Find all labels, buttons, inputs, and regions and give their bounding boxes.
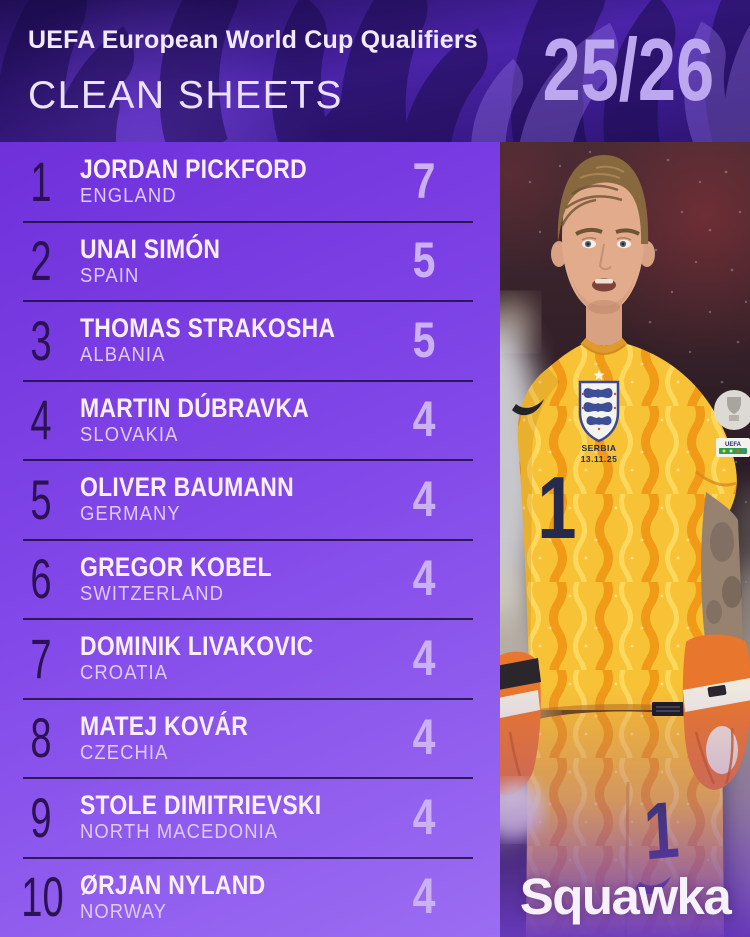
clean-sheet-count: 5	[412, 232, 436, 289]
rank-number: 9	[30, 785, 52, 849]
player-country: SPAIN	[80, 264, 140, 287]
clean-sheets-table: 1 JORDAN PICKFORD ENGLAND 7 2 UNAI SIMÓN…	[0, 142, 500, 937]
rank-number: 4	[30, 388, 52, 452]
row-divider	[23, 220, 473, 223]
player-country: GERMANY	[80, 503, 181, 526]
player-name: JORDAN PICKFORD	[80, 154, 307, 185]
jersey-number: 1	[537, 458, 576, 556]
rank-number: 6	[30, 547, 52, 611]
rank-number: 2	[30, 229, 52, 293]
player-country: SWITZERLAND	[80, 582, 225, 605]
svg-text:UEFA: UEFA	[725, 442, 742, 448]
tattooed-forearm	[701, 492, 743, 652]
goalkeeper-figure	[551, 155, 655, 356]
player-country: CROATIA	[80, 662, 169, 685]
clean-sheet-count: 4	[412, 868, 436, 925]
clean-sheet-count: 4	[412, 788, 436, 845]
shirt-match-label: SERBIA	[581, 443, 616, 453]
rank-number: 10	[21, 865, 64, 929]
goalkeeper-jersey: SERBIA 13.11.25 1 UEFA	[512, 337, 750, 710]
table-row: 3 THOMAS STRAKOSHA ALBANIA 5	[0, 300, 500, 381]
clean-sheet-count: 7	[412, 152, 436, 209]
table-row: 1 JORDAN PICKFORD ENGLAND 7	[0, 142, 500, 222]
row-divider	[23, 300, 473, 302]
row-divider	[23, 538, 473, 541]
table-row: 8 MATEJ KOVÁR CZECHIA 4	[0, 697, 500, 779]
row-divider	[23, 856, 473, 859]
row-divider	[23, 777, 473, 779]
table-row: 4 MARTIN DÚBRAVKA SLOVAKIA 4	[0, 379, 500, 461]
player-name: UNAI SIMÓN	[80, 233, 221, 264]
player-name: THOMAS STRAKOSHA	[80, 313, 336, 344]
page-title: CLEAN SHEETS	[28, 74, 343, 117]
player-name: OLIVER BAUMANN	[80, 472, 294, 503]
table-row: 2 UNAI SIMÓN SPAIN 5	[0, 220, 500, 302]
competition-label: UEFA European World Cup Qualifiers	[28, 26, 478, 54]
rank-number: 8	[30, 706, 52, 770]
goalkeeper-illustration: SERBIA 13.11.25 1 UEFA	[410, 67, 750, 937]
season-badge: 25/26	[542, 20, 714, 119]
player-name: STOLE DIMITRIEVSKI	[80, 790, 322, 821]
table-row: 5 OLIVER BAUMANN GERMANY 4	[0, 459, 500, 540]
player-country: NORTH MACEDONIA	[80, 821, 279, 844]
rank-number: 5	[30, 467, 52, 531]
player-name: ØRJAN NYLAND	[80, 869, 266, 900]
player-country: ALBANIA	[80, 344, 166, 367]
row-divider	[23, 697, 473, 700]
table-row: 6 GREGOR KOBEL SWITZERLAND 4	[0, 538, 500, 620]
player-country: NORWAY	[80, 900, 168, 923]
rank-number: 3	[30, 308, 52, 372]
rank-number: 1	[30, 149, 52, 213]
squawka-logo: Squawka	[519, 867, 732, 925]
row-divider	[23, 459, 473, 461]
player-name: MARTIN DÚBRAVKA	[80, 392, 310, 423]
row-divider	[23, 618, 473, 620]
clean-sheet-count: 4	[412, 470, 436, 527]
row-divider	[23, 379, 473, 382]
clean-sheet-count: 4	[412, 629, 436, 686]
header: UEFA European World Cup Qualifiers CLEAN…	[0, 0, 750, 142]
qualifiers-badge: UEFA	[714, 390, 750, 457]
table-row: 10 ØRJAN NYLAND NORWAY 4	[0, 856, 500, 937]
player-country: ENGLAND	[80, 185, 177, 208]
clean-sheet-count: 4	[412, 709, 436, 766]
england-crest	[578, 380, 620, 443]
player-name: GREGOR KOBEL	[80, 551, 272, 582]
clean-sheet-count: 5	[412, 311, 436, 368]
clean-sheet-count: 4	[412, 391, 436, 448]
rank-number: 7	[30, 626, 52, 690]
table-row: 7 DOMINIK LIVAKOVIC CROATIA 4	[0, 618, 500, 699]
clean-sheet-count: 4	[412, 550, 436, 607]
player-country: SLOVAKIA	[80, 423, 179, 446]
purple-fade-overlay	[500, 687, 750, 937]
player-name: DOMINIK LIVAKOVIC	[80, 631, 314, 662]
player-country: CZECHIA	[80, 741, 169, 764]
nike-swoosh-icon	[512, 399, 544, 416]
flame-pattern-background	[0, 0, 750, 142]
crest-star	[593, 370, 605, 380]
player-name: MATEJ KOVÁR	[80, 710, 249, 741]
shirt-match-date: 13.11.25	[581, 454, 618, 464]
player-photo: SERBIA 13.11.25 1 UEFA	[410, 67, 750, 937]
table-row: 9 STOLE DIMITRIEVSKI NORTH MACEDONIA 4	[0, 777, 500, 858]
